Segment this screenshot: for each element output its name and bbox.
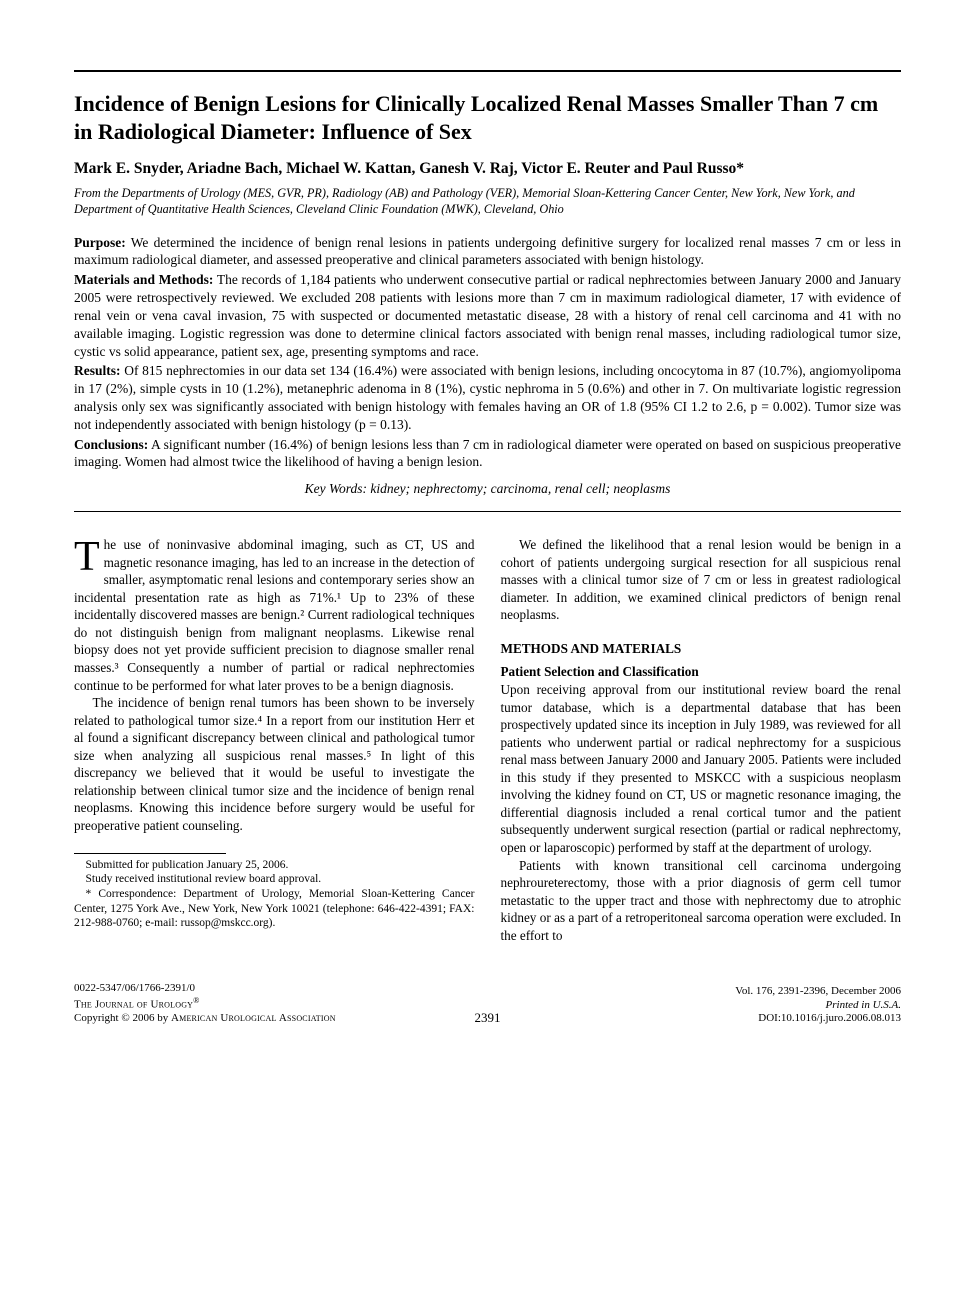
footer-copyright: Copyright © 2006 by American Urological … [74, 1012, 372, 1026]
footer-printed: Printed in U.S.A. [603, 999, 901, 1013]
results-label: Results: [74, 363, 121, 378]
top-rule [74, 70, 901, 72]
footer-left: 0022-5347/06/1766-2391/0 The Journal of … [74, 982, 372, 1026]
affiliation: From the Departments of Urology (MES, GV… [74, 186, 901, 218]
abstract-conclusions: Conclusions: A significant number (16.4%… [74, 436, 901, 472]
section-methods: METHODS AND MATERIALS [501, 640, 902, 658]
body-p2: The incidence of benign renal tumors has… [74, 694, 475, 834]
body-columns: The use of noninvasive abdominal imaging… [74, 536, 901, 944]
footer-copyright-org: American Urological Association [171, 1012, 336, 1024]
footnote-2: Study received institutional review boar… [74, 872, 475, 887]
footnote-3: * Correspondence: Department of Urology,… [74, 887, 475, 931]
subhead-patient-selection: Patient Selection and Classification [501, 663, 902, 681]
footer-doi: DOI:10.1016/j.juro.2006.08.013 [603, 1012, 901, 1026]
keywords: Key Words: kidney; nephrectomy; carcinom… [74, 481, 901, 497]
abstract-methods: Materials and Methods: The records of 1,… [74, 271, 901, 360]
abstract-block: Purpose: We determined the incidence of … [74, 234, 901, 472]
footer-issn: 0022-5347/06/1766-2391/0 [74, 982, 372, 996]
footer-printed-text: Printed in U.S.A. [826, 999, 901, 1011]
body-p4: Upon receiving approval from our institu… [501, 681, 902, 856]
journal-page: Incidence of Benign Lesions for Clinical… [0, 0, 975, 1066]
footer-page-number: 2391 [372, 1010, 604, 1026]
footer-copyright-prefix: Copyright © 2006 by [74, 1012, 171, 1024]
body-p1: The use of noninvasive abdominal imaging… [74, 536, 475, 694]
abstract-results: Results: Of 815 nephrectomies in our dat… [74, 362, 901, 433]
conclusions-label: Conclusions: [74, 437, 148, 452]
purpose-text: We determined the incidence of benign re… [74, 235, 901, 268]
footnote-1: Submitted for publication January 25, 20… [74, 858, 475, 873]
body-p3: We defined the likelihood that a renal l… [501, 536, 902, 624]
footer-vol: Vol. 176, 2391-2396, December 2006 [603, 985, 901, 999]
footer-journal: The Journal of Urology® [74, 996, 372, 1012]
page-footer: 0022-5347/06/1766-2391/0 The Journal of … [74, 982, 901, 1026]
results-text: Of 815 nephrectomies in our data set 134… [74, 363, 901, 431]
registered-icon: ® [193, 996, 199, 1005]
footer-right: Vol. 176, 2391-2396, December 2006 Print… [603, 985, 901, 1026]
author-list: Mark E. Snyder, Ariadne Bach, Michael W.… [74, 159, 901, 180]
methods-label: Materials and Methods: [74, 272, 213, 287]
footnotes: Submitted for publication January 25, 20… [74, 858, 475, 932]
purpose-label: Purpose: [74, 235, 126, 250]
footnote-rule [74, 853, 226, 854]
conclusions-text: A significant number (16.4%) of benign l… [74, 437, 901, 470]
article-title: Incidence of Benign Lesions for Clinical… [74, 90, 901, 145]
body-p5: Patients with known transitional cell ca… [501, 857, 902, 945]
rule-after-abstract [74, 511, 901, 512]
footer-journal-name: The Journal of Urology [74, 999, 193, 1011]
abstract-purpose: Purpose: We determined the incidence of … [74, 234, 901, 270]
